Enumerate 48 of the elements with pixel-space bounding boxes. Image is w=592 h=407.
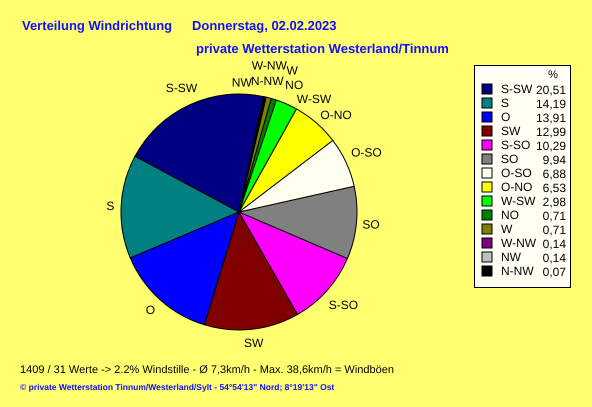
data-label: 12,99 [536, 125, 566, 139]
text: Donnerstag, 02.02.2023 [192, 18, 337, 33]
data-label: 2,98 [542, 195, 566, 209]
data-label: 6,88 [542, 167, 566, 181]
legend-label: SO [501, 152, 518, 166]
data-label: 0,14 [542, 251, 566, 265]
legend-label: N-NW [501, 264, 534, 278]
data-label: 20,51 [536, 83, 566, 97]
chart-subtitle: private Wetterstation Westerland/Tinnum [196, 41, 449, 56]
legend-label: O-NO [501, 180, 532, 194]
data-label: 9,94 [542, 153, 566, 167]
data-label: 10,29 [536, 139, 566, 153]
legend-label: SW [501, 124, 522, 138]
legend-label: W-NW [501, 236, 537, 250]
legend-label: NO [501, 208, 519, 222]
data-label: 6,53 [542, 181, 566, 195]
slice-label: O-NO [320, 108, 352, 122]
legend-label: W [501, 222, 513, 236]
legend-label: S [501, 96, 510, 110]
slice-label: S-SO [328, 298, 358, 312]
data-label: 0,71 [542, 223, 566, 237]
slice-label: W [286, 63, 299, 78]
legend-title: % [548, 69, 558, 81]
legend-label: W-SW [501, 194, 536, 208]
legend-label: S-SW [501, 82, 534, 96]
legend-label: S-SO [501, 138, 530, 152]
data-label: 0,71 [542, 209, 566, 223]
data-label: 14,19 [536, 97, 566, 111]
text: © private Wetterstation Tinnum/Westerland/Sylt - 54°54'13" Nord; 8°19'13" Ost [20, 382, 334, 392]
slice-label: SO [362, 217, 380, 232]
legend-label: NW [501, 250, 522, 264]
slice-label: SW [244, 336, 264, 350]
legend-label: O [501, 110, 510, 124]
chart-title: Verteilung Windrichtung [22, 18, 172, 33]
legend-label: O-SO [501, 166, 532, 180]
slice-label: S [106, 199, 114, 214]
slice-label: O-SO [351, 146, 382, 160]
data-label: 0,07 [542, 265, 566, 279]
slice-label: NO [285, 78, 304, 92]
slice-label: W-SW [296, 92, 332, 106]
category-label: NW [232, 76, 252, 90]
slice-label: O [146, 303, 156, 318]
slice-label: N-NW [250, 74, 284, 88]
slice-label: S-SW [166, 81, 198, 96]
slice-label: W-NW [252, 58, 288, 72]
data-label: 0,14 [542, 237, 566, 251]
text: 1409 / 31 Werte -> 2.2% Windstille - Ø 7,3km/h - Max. 38,6km/h = Windböen [20, 364, 394, 376]
data-label: 13,91 [536, 111, 566, 125]
